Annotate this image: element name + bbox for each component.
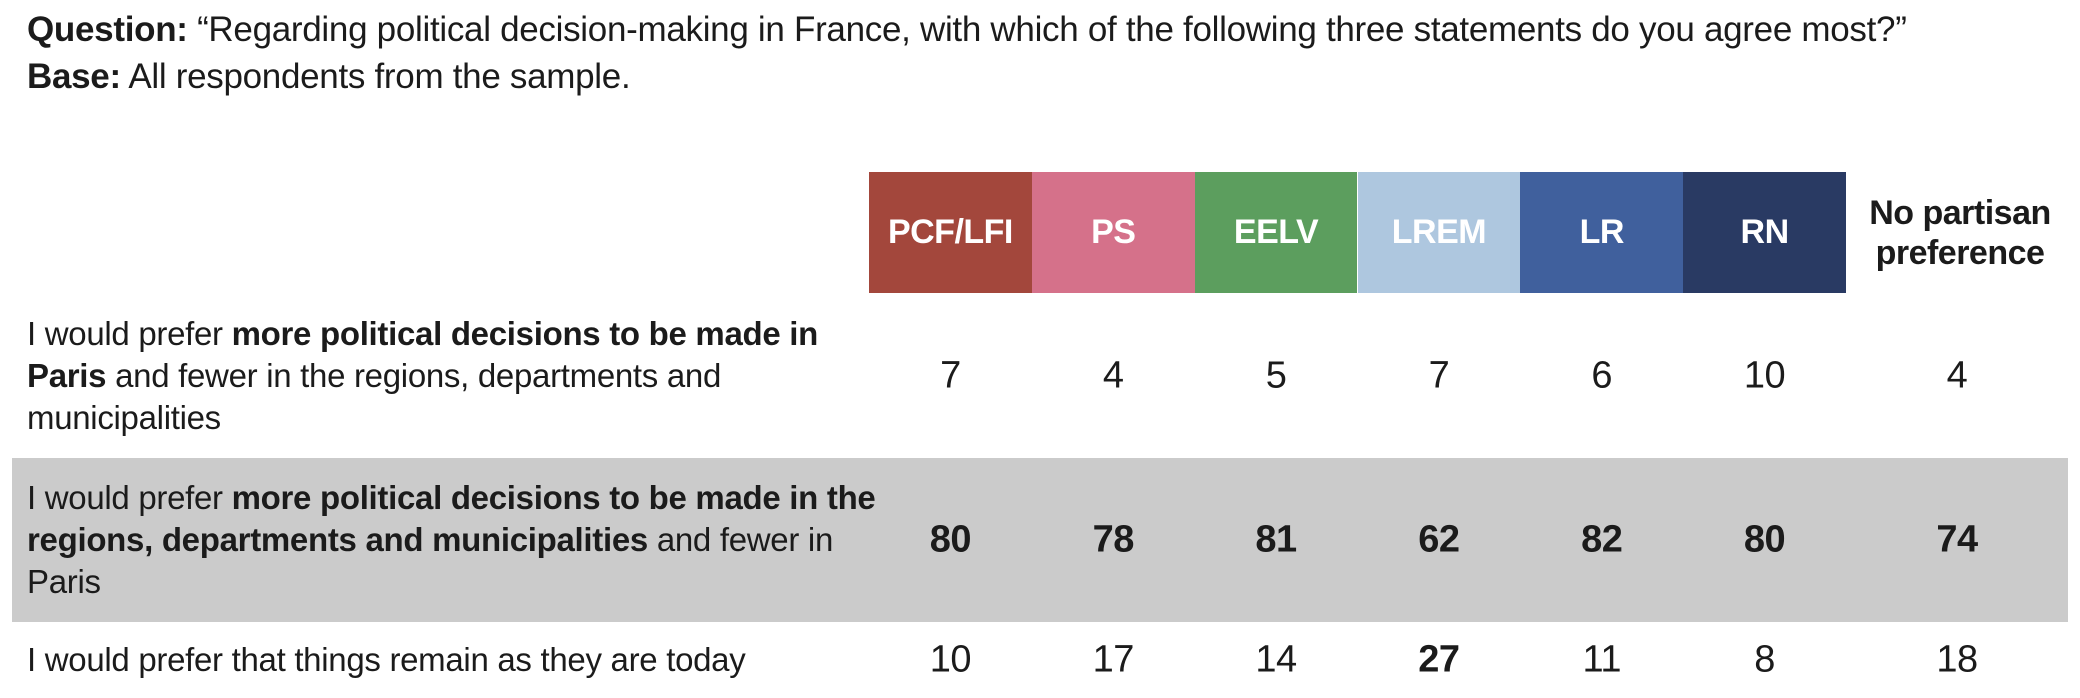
table-row: I would prefer more political decisions … [12,458,2068,622]
value-cell: 11 [1582,638,1622,681]
value-cell: 7 [1428,354,1450,396]
value-cell: 14 [1255,638,1297,681]
statement-text: I would prefer [27,479,232,516]
no-preference-header: No partisan preference [1846,172,2074,293]
statement-text: I would prefer that things remain as the… [27,641,746,678]
value-cell: 10 [1743,354,1786,396]
value-cell: 6 [1591,354,1613,396]
value-cell: 78 [1092,518,1135,561]
table-row: I would prefer that things remain as the… [12,622,2068,698]
question-text: “Regarding political decision-making in … [197,10,1907,49]
party-header-cell-ps: PS [1031,172,1195,293]
statement-cell: I would prefer more political decisions … [27,313,887,439]
value-cell: 10 [929,638,972,681]
party-header-label: LREM [1391,213,1487,251]
party-header-label: LR [1579,213,1625,251]
party-header-cell-lrem: LREM [1357,172,1521,293]
value-cell: 4 [1946,354,1968,396]
statement-cell: I would prefer that things remain as the… [27,639,887,681]
base-line: Base: All respondents from the sample. [27,53,1907,100]
party-header-label: RN [1740,213,1790,251]
party-header-cell-rn: RN [1683,172,1846,293]
party-header-label: PCF/LFI [887,213,1013,251]
statement-text: and fewer in the regions, departments an… [27,356,722,436]
table-row: I would prefer more political decisions … [12,293,2068,458]
base-text: All respondents from the sample. [128,57,631,96]
party-header-cell-lr: LR [1520,172,1684,293]
value-cell: 62 [1418,518,1460,561]
intro-block: Question: “Regarding political decision-… [27,6,1907,100]
party-header-label: PS [1091,213,1136,251]
statement-text: I would prefer [27,314,232,352]
statement-text-bold: more political decisions to be made in P… [27,314,819,394]
party-header-label: EELV [1233,213,1319,251]
statement-text: and fewer in Paris [27,521,833,600]
value-cell: 74 [1936,518,1978,561]
value-cell: 80 [929,518,972,561]
value-cell: 82 [1581,518,1623,561]
statement-text-bold: more political decisions to be made in t… [27,479,876,558]
party-header-cell-eelv: EELV [1194,172,1358,293]
value-cell: 18 [1936,638,1978,681]
party-header-row: PCF/LFI PS EELV LREM LR RN [0,172,2080,293]
value-cell: 7 [940,354,961,396]
no-preference-label: No partisan preference [1869,193,2051,272]
value-cell: 27 [1418,638,1460,681]
value-cell: 4 [1102,354,1124,396]
base-label: Base: [27,57,121,96]
statement-cell: I would prefer more political decisions … [27,477,887,603]
question-line: Question: “Regarding political decision-… [27,6,1907,53]
party-header-cell-pcf-lfi: PCF/LFI [869,172,1032,293]
question-label: Question: [27,10,188,49]
value-cell: 80 [1743,518,1786,561]
value-cell: 17 [1092,638,1135,681]
value-cell: 81 [1255,518,1297,561]
value-cell: 5 [1265,354,1287,396]
value-cell: 8 [1754,638,1775,681]
